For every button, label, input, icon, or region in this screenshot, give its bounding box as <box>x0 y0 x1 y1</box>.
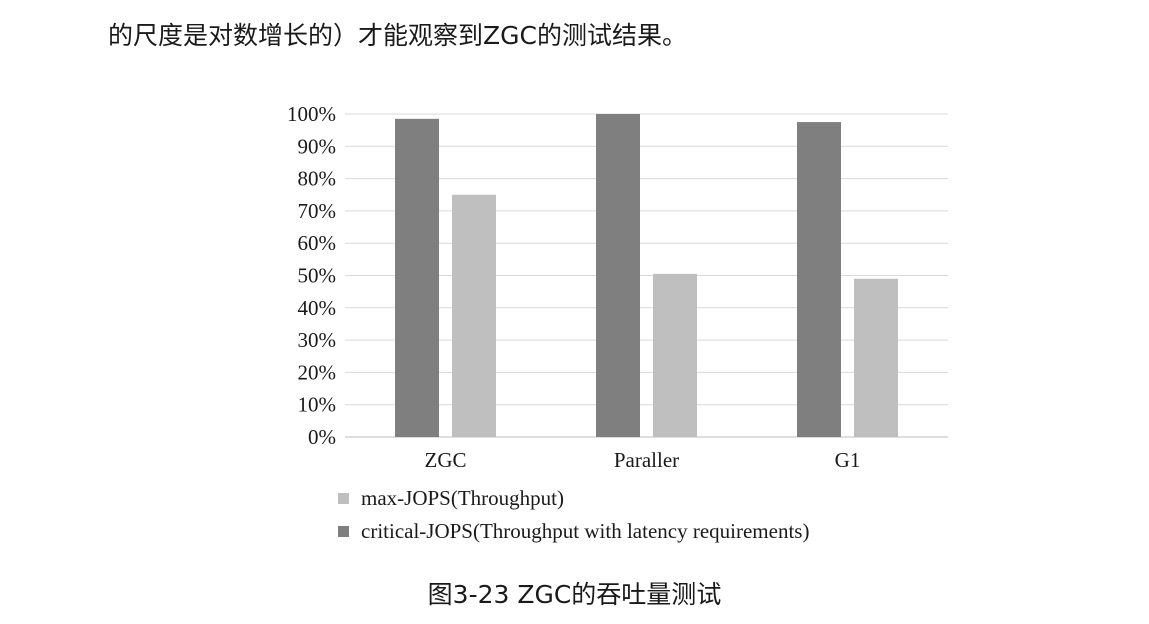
y-tick-label: 60% <box>298 231 337 255</box>
y-tick-label: 70% <box>298 199 337 223</box>
x-axis-tick-labels: ZGC Paraller G1 <box>425 448 861 472</box>
bar-paraller-series-0 <box>596 114 640 437</box>
x-tick-label: G1 <box>835 448 861 472</box>
bar-g1-series-0 <box>797 122 841 437</box>
legend-label: critical-JOPS(Throughput with latency re… <box>361 519 809 543</box>
legend-swatch <box>338 526 349 537</box>
legend-label: max-JOPS(Throughput) <box>361 486 564 510</box>
bar-chart: 0% 10% 20% 30% 40% 50% 60% 70% 80% 90% 100% ZGC Par… <box>0 0 1149 570</box>
y-tick-label: 100% <box>287 102 336 126</box>
y-tick-label: 50% <box>298 264 337 288</box>
y-tick-label: 10% <box>298 393 337 417</box>
y-axis-tick-labels: 0% 10% 20% 30% 40% 50% 60% 70% 80% 90% 100% <box>287 102 336 449</box>
legend-swatch <box>338 493 349 504</box>
bar-zgc-series-1 <box>452 195 496 437</box>
y-tick-label: 40% <box>298 296 337 320</box>
y-tick-label: 20% <box>298 360 337 384</box>
y-tick-label: 30% <box>298 328 337 352</box>
legend: max-JOPS(Throughput) critical-JOPS(Throug… <box>338 486 809 543</box>
y-tick-label: 90% <box>298 134 337 158</box>
figure-caption: 图3-23 ZGC的吞吐量测试 <box>0 575 1149 611</box>
bar-paraller-series-1 <box>653 274 697 437</box>
x-tick-label: Paraller <box>614 448 679 472</box>
y-tick-label: 0% <box>308 425 336 449</box>
bar-g1-series-1 <box>854 279 898 437</box>
y-tick-label: 80% <box>298 167 337 191</box>
x-tick-label: ZGC <box>425 448 467 472</box>
bar-zgc-series-0 <box>395 119 439 437</box>
